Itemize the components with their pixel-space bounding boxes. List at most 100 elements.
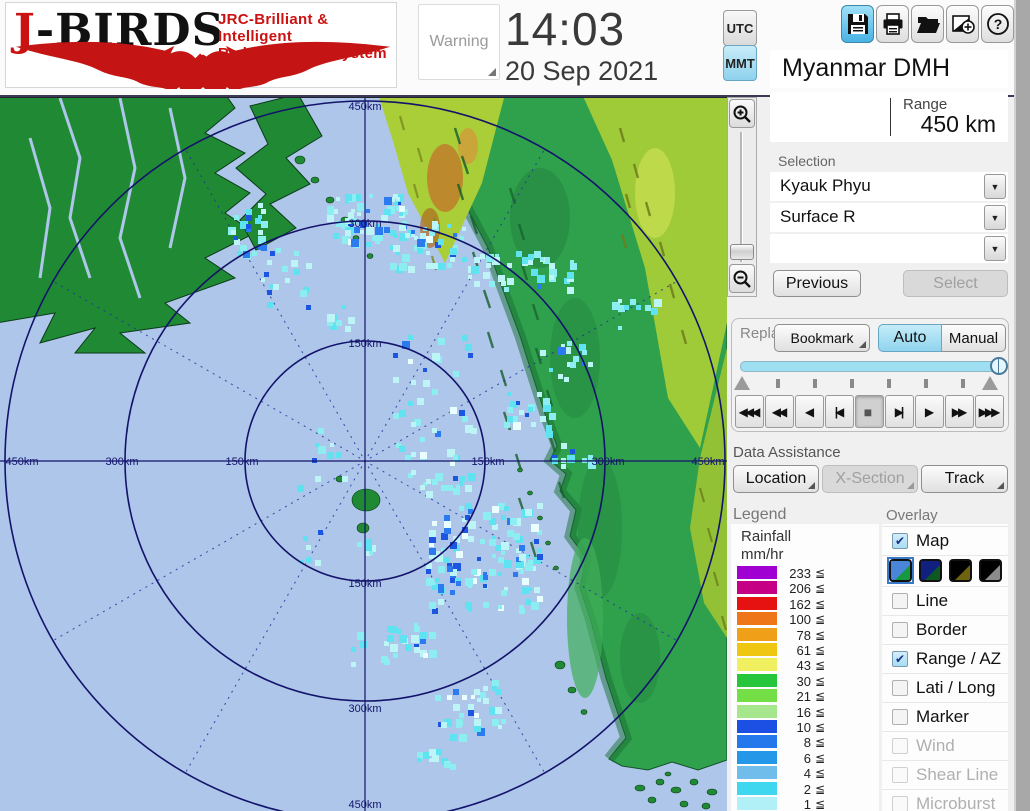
jump-end-button[interactable]: ▶▶▶ — [975, 395, 1004, 428]
stop-button[interactable]: ■ — [855, 395, 884, 428]
replay-slider-handle[interactable] — [990, 357, 1008, 375]
legend-color-swatch — [737, 750, 777, 764]
overlay-item-line[interactable]: Line — [882, 586, 1008, 615]
step-back-button[interactable]: |◀ — [825, 395, 854, 428]
legend-color-swatch — [737, 566, 777, 579]
fast-rewind-button[interactable]: ◀◀ — [765, 395, 794, 428]
ring-label: 300km — [348, 703, 381, 715]
save-button[interactable] — [841, 5, 874, 43]
zoom-out-button[interactable] — [729, 264, 755, 293]
zoom-slider-track[interactable] — [740, 132, 743, 262]
chevron-down-icon[interactable]: ▼ — [984, 174, 1006, 199]
overlay-item-wind: Wind — [882, 731, 1008, 760]
legend-leq: ≦ — [815, 766, 826, 781]
print-button[interactable] — [876, 5, 909, 43]
legend-row: 2 ≦ — [731, 781, 879, 797]
station-combo[interactable]: Kyauk Phyu ▼ — [770, 172, 1008, 201]
xsection-button[interactable]: X-Section — [822, 465, 918, 493]
divider — [890, 98, 891, 136]
checkbox-icon[interactable] — [892, 680, 908, 696]
slider-start-marker — [734, 376, 750, 390]
previous-button[interactable]: Previous — [773, 270, 861, 297]
range-box: Range 450 km — [770, 92, 1008, 142]
legend-units: Rainfall mm/hr — [741, 528, 792, 563]
utc-button[interactable]: UTC — [723, 10, 757, 46]
map-style-swatch-4[interactable] — [979, 559, 1002, 582]
ring-labels: 450km 300km 150km 150km 300km 450km 450k… — [5, 101, 724, 811]
legend-leq: ≦ — [815, 581, 826, 596]
map-style-swatch-1[interactable] — [887, 557, 914, 584]
islands — [294, 155, 718, 810]
legend-row: 4 ≦ — [731, 766, 879, 782]
zoom-in-button[interactable] — [729, 99, 755, 128]
legend-leq: ≦ — [815, 566, 826, 580]
ring-label: 300km — [105, 456, 138, 468]
jump-start-button[interactable]: ◀◀◀ — [735, 395, 764, 428]
capture-button[interactable] — [946, 5, 979, 43]
legend-leq: ≦ — [815, 781, 826, 796]
slider-tick — [813, 379, 817, 388]
location-button[interactable]: Location — [733, 465, 819, 493]
help-icon: ? — [986, 13, 1009, 35]
help-button[interactable]: ? — [981, 5, 1014, 43]
overlay-item-border[interactable]: Border — [882, 615, 1008, 644]
legend-color-swatch — [737, 689, 777, 703]
overlay-item-range-az[interactable]: ✔ Range / AZ — [882, 644, 1008, 673]
window-edge — [1014, 0, 1030, 811]
open-button[interactable] — [911, 5, 944, 43]
checkbox-checked-icon[interactable]: ✔ — [892, 651, 908, 667]
overlay-item-marker[interactable]: Marker — [882, 702, 1008, 731]
ring-label: 150km — [348, 578, 381, 590]
selection-label: Selection — [778, 153, 836, 169]
chevron-down-icon[interactable]: ▼ — [984, 205, 1006, 230]
legend-leq: ≦ — [815, 750, 826, 765]
station-name: Myanmar DMH — [782, 54, 951, 82]
warning-button[interactable]: Warning — [418, 4, 500, 80]
replay-panel: Replay Bookmark Auto Manual ◀◀◀ ◀◀ ◀ |◀ … — [731, 318, 1009, 432]
map-style-swatch-2[interactable] — [919, 559, 942, 582]
legend-value: 4 — [803, 766, 811, 782]
save-icon — [847, 14, 868, 34]
legend-color-swatch — [737, 781, 777, 795]
legend-value: 100 — [789, 612, 811, 628]
overlay-item-microburst: Microburst — [882, 789, 1008, 811]
legend-color-swatch — [737, 704, 777, 718]
checkbox-checked-icon[interactable]: ✔ — [892, 533, 908, 549]
mmt-button[interactable]: MMT — [723, 45, 757, 81]
auto-button[interactable]: Auto — [878, 324, 942, 352]
product-combo[interactable]: Surface R ▼ — [770, 203, 1008, 232]
ring-label: 150km — [225, 456, 258, 468]
overlay-item-lati-long[interactable]: Lati / Long — [882, 673, 1008, 702]
legend-leq: ≦ — [815, 735, 826, 750]
replay-slider-track[interactable] — [740, 357, 1008, 375]
manual-button[interactable]: Manual — [942, 324, 1006, 352]
ring-label: 450km — [348, 799, 381, 811]
map-style-row — [882, 555, 1008, 585]
map-style-swatch-3[interactable] — [949, 559, 972, 582]
track-button[interactable]: Track — [921, 465, 1008, 493]
legend-row: 78 ≦ — [731, 627, 879, 643]
radar-map[interactable]: 450km 300km 150km 150km 300km 450km 450k… — [0, 97, 727, 811]
legend-row: 21 ≦ — [731, 689, 879, 704]
rewind-button[interactable]: ◀ — [795, 395, 824, 428]
select-button[interactable]: Select — [903, 270, 1008, 297]
ring-label: 450km — [691, 456, 724, 468]
option-combo[interactable]: ▼ — [770, 234, 1008, 263]
overlay-item-map[interactable]: ✔ Map — [882, 526, 1008, 555]
legend-value: 10 — [796, 720, 811, 735]
zoom-slider-handle[interactable] — [730, 244, 754, 260]
ring-label: 150km — [471, 456, 504, 468]
logo-j: J — [14, 5, 36, 56]
checkbox-icon[interactable] — [892, 622, 908, 638]
play-button[interactable]: ▶ — [915, 395, 944, 428]
legend-color-swatch — [737, 766, 777, 780]
fast-forward-button[interactable]: ▶▶ — [945, 395, 974, 428]
legend-panel: Rainfall mm/hr 233 ≦ 206 ≦ 162 ≦ 100 ≦ 78 ≦ 61 ≦ 43 ≦… — [731, 524, 879, 811]
bookmark-button[interactable]: Bookmark — [774, 324, 870, 352]
overlay-title: Overlay — [886, 507, 938, 524]
legend-color-swatch — [737, 627, 777, 641]
step-forward-button[interactable]: ▶| — [885, 395, 914, 428]
checkbox-icon[interactable] — [892, 593, 908, 609]
checkbox-icon[interactable] — [892, 709, 908, 725]
chevron-down-icon[interactable]: ▼ — [984, 236, 1006, 261]
